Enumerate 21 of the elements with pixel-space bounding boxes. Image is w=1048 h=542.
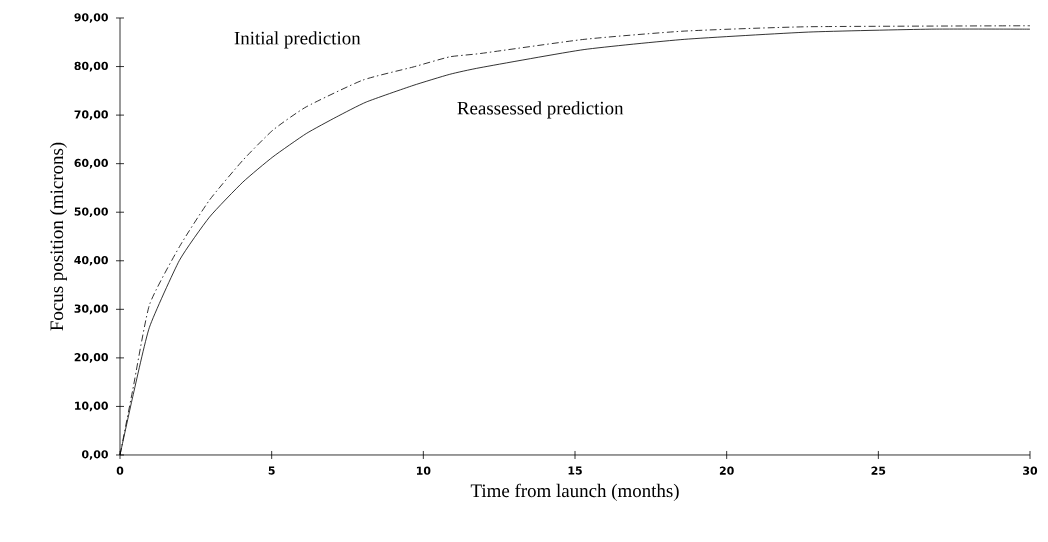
- y-tick-label: 90,00: [74, 13, 108, 23]
- x-axis-title: Time from launch (months): [470, 483, 679, 501]
- x-tick-label: 5: [268, 466, 275, 475]
- x-tick-label: 15: [568, 466, 582, 475]
- y-tick-label: 10,00: [75, 401, 108, 412]
- x-tick-label: 30: [1023, 466, 1038, 475]
- series-label: Reassessed prediction: [457, 101, 624, 119]
- series-label: Initial prediction: [234, 31, 361, 49]
- y-tick-label: 70,00: [74, 110, 108, 120]
- x-tick-label: 20: [719, 466, 734, 475]
- x-tick-label: 25: [871, 466, 886, 475]
- x-tick-label: 0: [116, 466, 124, 475]
- y-axis-title: Focus position (microns): [49, 142, 67, 331]
- y-tick-label: 0,00: [81, 450, 108, 460]
- y-tick-label: 50,00: [74, 207, 108, 218]
- y-tick-label: 40,00: [74, 255, 108, 266]
- y-tick-label: 30,00: [74, 304, 108, 315]
- y-tick-label: 60,00: [74, 158, 108, 169]
- y-tick-label: 80,00: [74, 61, 108, 72]
- x-tick-label: 10: [416, 466, 431, 475]
- y-tick-label: 20,00: [74, 353, 108, 363]
